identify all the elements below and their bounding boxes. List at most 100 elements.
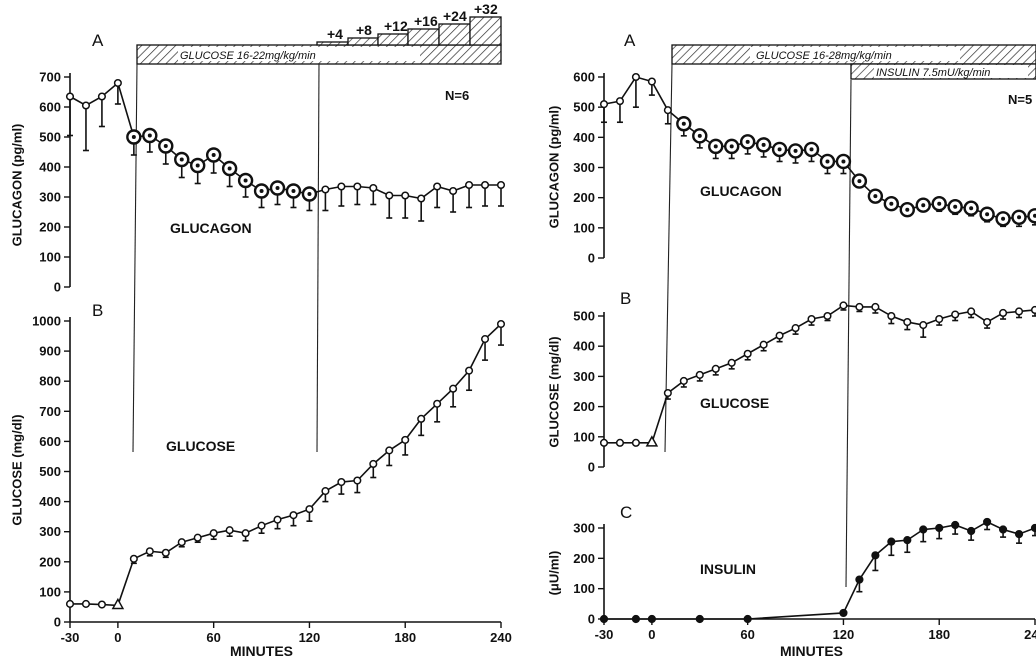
y-tick-label: 400 bbox=[573, 339, 595, 354]
data-point bbox=[1014, 529, 1024, 539]
data-point bbox=[353, 182, 362, 191]
y-axis-label: (μU/ml) bbox=[546, 551, 561, 596]
data-point bbox=[97, 600, 106, 609]
y-tick-label: 100 bbox=[573, 581, 595, 596]
y-tick-label: 600 bbox=[573, 70, 595, 85]
y-tick-label: 300 bbox=[39, 190, 61, 205]
data-point-center bbox=[697, 133, 702, 138]
data-point bbox=[967, 526, 976, 536]
data-point-center bbox=[131, 135, 136, 139]
right-infusion-bars: GLUCOSE 16-28mg/kg/min INSULIN 7.5mU/kg/… bbox=[671, 44, 1036, 80]
data-point bbox=[1030, 523, 1036, 533]
data-point-center bbox=[905, 207, 910, 212]
data-point bbox=[855, 302, 864, 311]
step-box bbox=[407, 28, 440, 46]
x-tick-label: -30 bbox=[595, 627, 614, 642]
series-label: INSULIN bbox=[700, 561, 756, 577]
data-point bbox=[177, 538, 186, 547]
data-point bbox=[369, 459, 378, 469]
data-point bbox=[647, 77, 656, 86]
data-point-center bbox=[825, 159, 830, 164]
data-point bbox=[465, 366, 474, 375]
data-point bbox=[129, 554, 138, 563]
data-point bbox=[695, 370, 704, 379]
data-point bbox=[615, 97, 625, 106]
data-point bbox=[743, 349, 752, 358]
data-point bbox=[225, 526, 234, 535]
data-point bbox=[65, 92, 75, 101]
y-tick-label: 500 bbox=[573, 309, 595, 324]
data-point-center bbox=[713, 144, 718, 149]
data-point bbox=[919, 321, 928, 330]
y-tick-label: 400 bbox=[573, 130, 595, 145]
series-label: GLUCOSE bbox=[166, 438, 235, 454]
x-tick-label: 180 bbox=[394, 630, 416, 645]
x-tick-label: -30 bbox=[61, 630, 80, 645]
data-point bbox=[695, 614, 704, 624]
data-point bbox=[417, 414, 426, 423]
data-point bbox=[193, 533, 202, 542]
data-point bbox=[257, 521, 266, 530]
panel-letter: C bbox=[620, 503, 632, 522]
data-point-center bbox=[745, 139, 750, 144]
data-point bbox=[983, 317, 992, 327]
data-point bbox=[111, 597, 125, 610]
data-point bbox=[496, 180, 506, 190]
step-box bbox=[377, 33, 409, 46]
data-point bbox=[823, 311, 832, 321]
step-box bbox=[469, 16, 502, 46]
data-point bbox=[743, 614, 752, 624]
y-tick-label: 200 bbox=[573, 399, 595, 414]
panel-letter: A bbox=[92, 31, 104, 50]
data-point-center bbox=[729, 144, 734, 149]
data-point bbox=[145, 547, 154, 556]
y-tick-label: 300 bbox=[39, 524, 61, 539]
data-point bbox=[496, 319, 506, 329]
data-point bbox=[615, 438, 625, 447]
x-axis-label: MINUTES bbox=[780, 643, 843, 659]
x-tick-label: 120 bbox=[299, 630, 321, 645]
y-tick-label: 100 bbox=[573, 220, 595, 235]
data-point bbox=[599, 100, 609, 109]
data-point bbox=[647, 614, 656, 624]
data-point bbox=[839, 301, 848, 310]
data-point bbox=[241, 529, 250, 538]
data-point bbox=[775, 331, 784, 340]
y-axis-label: GLUCOSE (mg/dl) bbox=[9, 414, 24, 525]
y-tick-label: 900 bbox=[39, 344, 61, 359]
x-tick-label: 120 bbox=[833, 627, 855, 642]
data-point bbox=[951, 310, 960, 319]
data-point bbox=[998, 525, 1008, 534]
data-point bbox=[951, 520, 960, 530]
step-label: +16 bbox=[414, 13, 438, 29]
left-reference-lines bbox=[132, 63, 320, 453]
data-point-center bbox=[681, 121, 686, 126]
data-point-center bbox=[793, 148, 798, 153]
data-point-center bbox=[1001, 216, 1006, 221]
data-point bbox=[465, 180, 474, 190]
data-point-center bbox=[921, 203, 926, 208]
data-point-center bbox=[307, 192, 312, 196]
data-point-center bbox=[761, 142, 766, 147]
y-tick-label: 100 bbox=[39, 584, 61, 599]
panel-right-glucagon: 0 100 200 300 400 500 600 GLUCAGON (pg/ml) A GLUC… bbox=[546, 31, 1036, 266]
step-label: +32 bbox=[474, 1, 498, 17]
data-point-center bbox=[889, 201, 894, 206]
data-point bbox=[81, 599, 91, 608]
data-point bbox=[65, 599, 75, 608]
data-point bbox=[967, 307, 976, 316]
panel-right-insulin: 0100200300-30060120180240MINUTES(μU/ml)C… bbox=[546, 503, 1036, 659]
data-point bbox=[645, 435, 659, 447]
data-point-center bbox=[147, 133, 152, 138]
y-tick-label: 800 bbox=[39, 374, 61, 389]
step-label: +12 bbox=[384, 18, 408, 34]
data-point-center bbox=[195, 163, 200, 168]
data-point-center bbox=[243, 178, 248, 183]
data-point-center bbox=[211, 153, 216, 157]
n-label: N=6 bbox=[445, 88, 469, 103]
data-point bbox=[385, 446, 394, 455]
data-point-center bbox=[259, 189, 264, 193]
data-point-center bbox=[953, 204, 958, 209]
data-point-center bbox=[857, 179, 862, 184]
